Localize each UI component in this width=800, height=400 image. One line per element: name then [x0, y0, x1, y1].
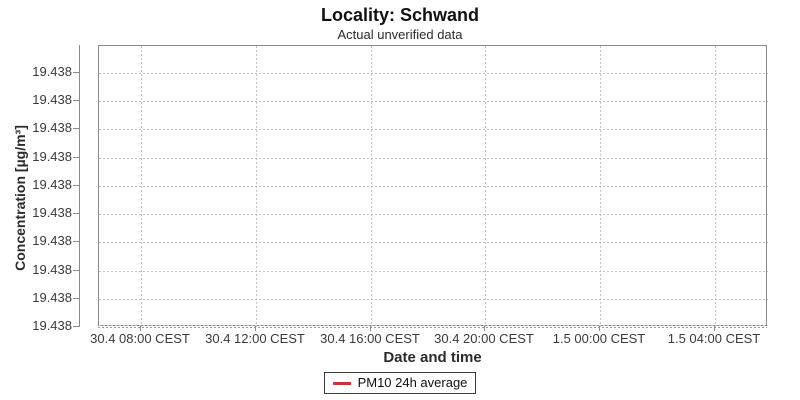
gridline-horizontal [99, 129, 768, 130]
y-tick-mark [73, 72, 79, 73]
x-axis-title: Date and time [383, 349, 482, 366]
x-tick-mark [484, 326, 485, 331]
x-tick-label: 1.5 00:00 CEST [552, 331, 646, 346]
y-tick-mark [73, 298, 79, 299]
x-tick-mark [714, 326, 715, 331]
y-tick-label: 19.438 [32, 64, 72, 79]
y-tick-mark [73, 100, 79, 101]
x-tick-label: 30.4 16:00 CEST [320, 331, 420, 346]
y-axis-line [79, 45, 80, 327]
legend-box: PM10 24h average [323, 372, 477, 394]
gridline-horizontal [99, 158, 768, 159]
legend-label: PM10 24h average [357, 375, 468, 390]
y-tick-label: 19.438 [32, 149, 72, 164]
y-tick-label: 19.438 [32, 92, 72, 107]
gridline-horizontal [99, 73, 768, 74]
gridline-horizontal [99, 242, 768, 243]
y-tick-label: 19.438 [32, 233, 72, 248]
gridline-horizontal [99, 271, 768, 272]
legend-line-swatch [332, 381, 351, 385]
gridline-horizontal [99, 299, 768, 300]
x-tick-mark [599, 326, 600, 331]
y-tick-mark [73, 185, 79, 186]
y-tick-label: 19.438 [32, 318, 72, 333]
x-tick-label: 1.5 04:00 CEST [667, 331, 761, 346]
x-axis-line [98, 327, 767, 328]
gridline-horizontal [99, 214, 768, 215]
y-tick-mark [73, 157, 79, 158]
x-tick-label: 30.4 20:00 CEST [434, 331, 534, 346]
gridline-horizontal [99, 101, 768, 102]
y-tick-label: 19.438 [32, 290, 72, 305]
chart-subtitle: Actual unverified data [337, 27, 463, 42]
legend: PM10 24h average [0, 372, 800, 394]
gridline-horizontal [99, 325, 768, 326]
x-tick-label: 30.4 12:00 CEST [205, 331, 305, 346]
chart-title: Locality: Schwand [320, 5, 480, 25]
x-tick-mark [140, 326, 141, 331]
y-tick-mark [73, 270, 79, 271]
y-tick-label: 19.438 [32, 120, 72, 135]
y-tick-label: 19.438 [32, 205, 72, 220]
x-tick-mark [370, 326, 371, 331]
y-tick-label: 19.438 [32, 262, 72, 277]
x-tick-mark [255, 326, 256, 331]
gridline-horizontal [99, 186, 768, 187]
x-tick-label: 30.4 08:00 CEST [90, 331, 190, 346]
y-tick-label: 19.438 [32, 177, 72, 192]
y-axis-title: Concentration [µg/m³] [12, 125, 28, 271]
plot-area [98, 45, 768, 327]
y-tick-mark [73, 326, 79, 327]
y-tick-mark [73, 213, 79, 214]
y-tick-mark [73, 128, 79, 129]
y-tick-mark [73, 241, 79, 242]
